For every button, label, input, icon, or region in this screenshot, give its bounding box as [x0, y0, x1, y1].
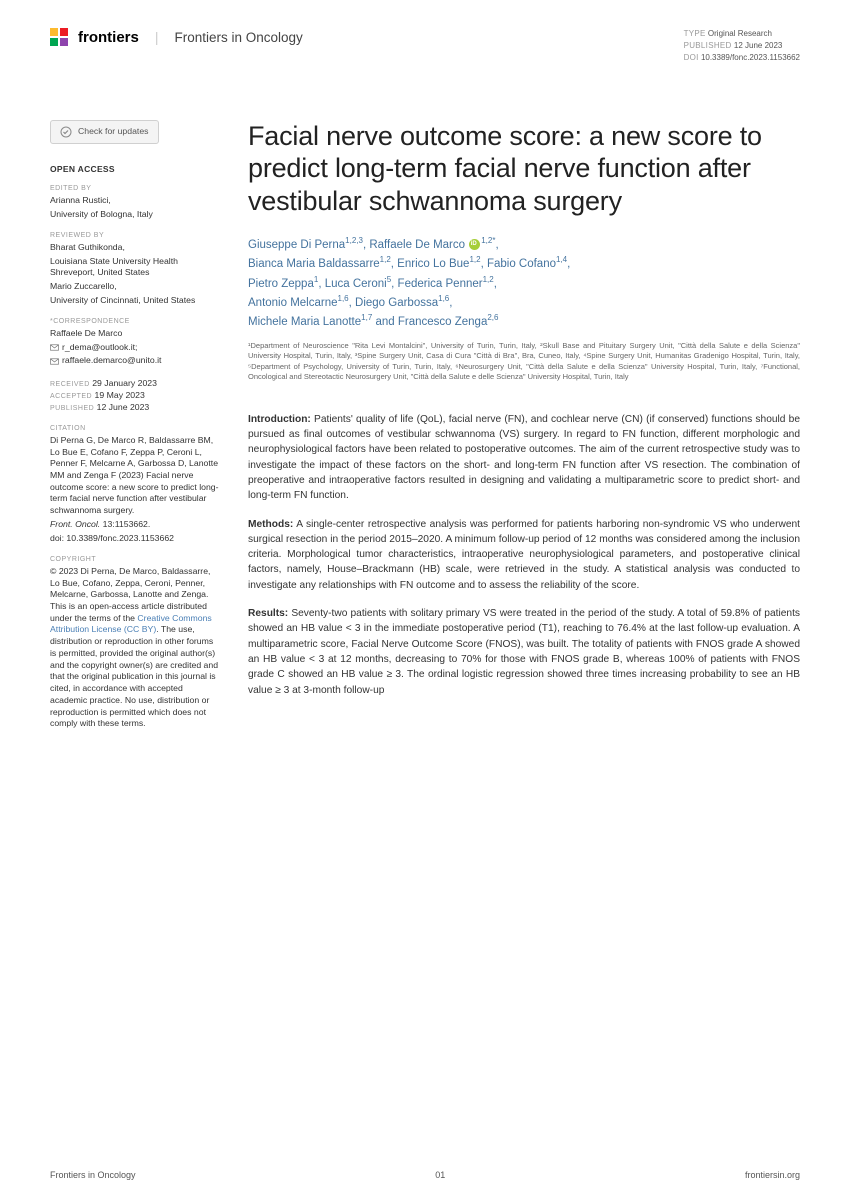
frontiers-logo-icon	[50, 28, 68, 46]
citation-vol: 13:1153662.	[103, 519, 151, 529]
copyright-label: COPYRIGHT	[50, 555, 220, 564]
published-value-side: 12 June 2023	[97, 402, 150, 412]
type-value: Original Research	[708, 29, 772, 38]
published-label: PUBLISHED	[684, 41, 732, 50]
check-updates-icon	[60, 126, 72, 138]
doi-link[interactable]: 10.3389/fonc.2023.1153662	[701, 53, 800, 62]
correspondence-email1[interactable]: r_dema@outlook.it;	[62, 342, 137, 352]
results-text: Seventy-two patients with solitary prima…	[248, 608, 800, 695]
abstract: Introduction: Patients' quality of life …	[248, 412, 800, 698]
citation-doi: doi: 10.3389/fonc.2023.1153662	[50, 533, 220, 545]
intro-label: Introduction:	[248, 414, 311, 425]
accepted-value: 19 May 2023	[95, 390, 145, 400]
abstract-intro: Introduction: Patients' quality of life …	[248, 412, 800, 504]
correspondence-label: *CORRESPONDENCE	[50, 317, 220, 326]
mail-icon	[50, 358, 59, 365]
page-footer: Frontiers in Oncology 01 frontiersin.org	[50, 1170, 800, 1180]
editor-name: Arianna Rustici,	[50, 195, 220, 207]
open-access-label: OPEN ACCESS	[50, 164, 220, 175]
results-label: Results:	[248, 608, 288, 619]
intro-text: Patients' quality of life (QoL), facial …	[248, 414, 800, 501]
header-meta: TYPE Original Research PUBLISHED 12 June…	[684, 28, 800, 64]
edited-by-label: EDITED BY	[50, 184, 220, 193]
reviewed-by-label: REVIEWED BY	[50, 231, 220, 240]
brand-block: frontiers | Frontiers in Oncology	[50, 28, 303, 46]
citation-text: Di Perna G, De Marco R, Baldassarre BM, …	[50, 435, 220, 517]
footer-left: Frontiers in Oncology	[50, 1170, 136, 1180]
reviewer2-name: Mario Zuccarello,	[50, 281, 220, 293]
reviewer2-affil: University of Cincinnati, United States	[50, 295, 220, 307]
footer-right[interactable]: frontiersin.org	[745, 1170, 800, 1180]
copyright-text: © 2023 Di Perna, De Marco, Baldassarre, …	[50, 566, 220, 730]
published-value: 12 June 2023	[734, 41, 783, 50]
mail-icon	[50, 344, 59, 351]
journal-name: Frontiers in Oncology	[174, 30, 302, 45]
authors-list: Giuseppe Di Perna1,2,3, Raffaele De Marc…	[248, 235, 800, 331]
doi-label: DOI	[684, 53, 699, 62]
methods-label: Methods:	[248, 519, 293, 530]
sidebar: Check for updates OPEN ACCESS EDITED BY …	[50, 120, 220, 741]
correspondence-email2[interactable]: raffaele.demarco@unito.it	[62, 355, 161, 365]
accepted-label: ACCEPTED	[50, 393, 92, 400]
citation-label: CITATION	[50, 424, 220, 433]
article-title: Facial nerve outcome score: a new score …	[248, 120, 800, 217]
type-label: TYPE	[684, 29, 706, 38]
abstract-results: Results: Seventy-two patients with solit…	[248, 606, 800, 698]
reviewer1-affil: Louisiana State University Health Shreve…	[50, 256, 220, 279]
brand-divider: |	[155, 29, 159, 45]
brand-name: frontiers	[78, 29, 139, 46]
editor-affil: University of Bologna, Italy	[50, 209, 220, 221]
footer-page-number: 01	[435, 1170, 445, 1180]
received-value: 29 January 2023	[92, 378, 157, 388]
abstract-methods: Methods: A single-center retrospective a…	[248, 517, 800, 593]
reviewer1-name: Bharat Guthikonda,	[50, 242, 220, 254]
copyright-text-2: . The use, distribution or reproduction …	[50, 624, 218, 728]
published-label-side: PUBLISHED	[50, 405, 94, 412]
citation-journal: Front. Oncol.	[50, 519, 100, 529]
check-updates-label: Check for updates	[78, 126, 149, 138]
check-updates-button[interactable]: Check for updates	[50, 120, 159, 144]
methods-text: A single-center retrospective analysis w…	[248, 519, 800, 591]
received-label: RECEIVED	[50, 381, 90, 388]
main-content: Facial nerve outcome score: a new score …	[248, 120, 800, 741]
affiliations: ¹Department of Neuroscience "Rita Levi M…	[248, 341, 800, 382]
correspondence-name: Raffaele De Marco	[50, 328, 220, 340]
page-header: frontiers | Frontiers in Oncology TYPE O…	[50, 28, 800, 74]
